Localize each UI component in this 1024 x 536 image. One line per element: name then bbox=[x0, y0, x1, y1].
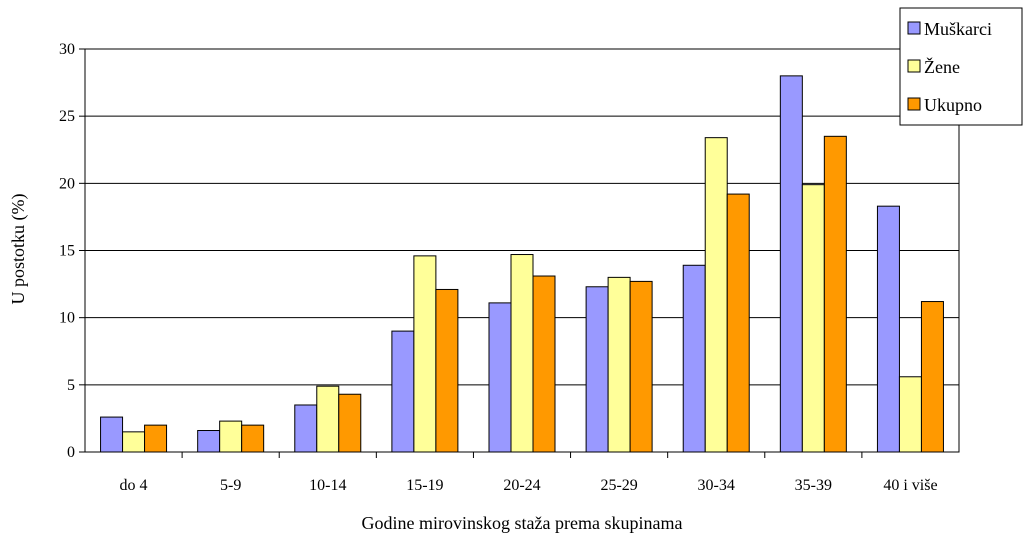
y-tick-label: 20 bbox=[59, 175, 75, 192]
y-tick-label: 10 bbox=[59, 310, 75, 327]
legend-label: Muškarci bbox=[924, 19, 992, 39]
legend-label: Žene bbox=[924, 56, 960, 77]
bar-ukupno-0 bbox=[144, 424, 168, 453]
bar-ukupno-8 bbox=[920, 301, 944, 453]
legend-label: Ukupno bbox=[924, 95, 982, 115]
bar-muskarci-0 bbox=[100, 416, 124, 453]
x-tick-labels: do 4 5-9 10-14 15-19 20-24 25-29 30-34 35-39 40 … bbox=[120, 452, 938, 494]
x-tick-label: 20-24 bbox=[503, 477, 540, 494]
bar-zene-3 bbox=[413, 255, 437, 453]
bar-muskarci-6 bbox=[682, 264, 706, 453]
y-axis-label: U postotku (%) bbox=[8, 194, 29, 305]
x-tick-label: 5-9 bbox=[220, 477, 241, 494]
bar-zene-5 bbox=[607, 276, 631, 453]
x-tick-label: 35-39 bbox=[795, 477, 832, 494]
legend-swatch bbox=[907, 21, 921, 35]
x-tick-label: 15-19 bbox=[406, 477, 443, 494]
bar-zene-6 bbox=[704, 137, 728, 453]
bar-ukupno-6 bbox=[726, 193, 750, 453]
bar-muskarci-3 bbox=[391, 330, 415, 453]
x-tick-label: 40 i više bbox=[883, 477, 937, 494]
y-tick-label: 0 bbox=[67, 444, 75, 461]
bar-ukupno-1 bbox=[241, 424, 265, 453]
x-axis-label: Godine mirovinskog staža prema skupinama bbox=[362, 513, 683, 533]
bar-muskarci-4 bbox=[488, 302, 512, 453]
bar-muskarci-5 bbox=[585, 286, 609, 453]
bars bbox=[100, 75, 944, 453]
bar-muskarci-1 bbox=[197, 430, 221, 453]
bar-muskarci-8 bbox=[876, 205, 900, 453]
x-tick-label: 25-29 bbox=[600, 477, 637, 494]
bar-muskarci-7 bbox=[779, 75, 803, 453]
legend: Muškarci Žene Ukupno bbox=[899, 7, 1023, 126]
bar-zene-7 bbox=[801, 184, 825, 453]
legend-swatch bbox=[907, 59, 921, 73]
bar-zene-8 bbox=[898, 376, 922, 453]
bar-ukupno-4 bbox=[532, 275, 556, 453]
y-tick-label: 5 bbox=[67, 377, 75, 394]
bar-ukupno-2 bbox=[338, 393, 362, 453]
bar-zene-2 bbox=[316, 385, 340, 453]
bar-zene-1 bbox=[219, 420, 243, 453]
bar-ukupno-5 bbox=[629, 280, 653, 453]
y-tick-label: 15 bbox=[59, 243, 75, 260]
bar-zene-4 bbox=[510, 254, 534, 453]
bar-zene-0 bbox=[122, 431, 146, 453]
y-tick-labels: 0 5 10 15 20 25 30 bbox=[59, 41, 85, 461]
bar-ukupno-3 bbox=[435, 288, 459, 453]
bar-ukupno-7 bbox=[823, 135, 847, 453]
y-tick-label: 25 bbox=[59, 108, 75, 125]
x-tick-label: 10-14 bbox=[309, 477, 346, 494]
x-tick-label: 30-34 bbox=[698, 477, 735, 494]
x-tick-label: do 4 bbox=[120, 477, 148, 494]
bar-muskarci-2 bbox=[294, 404, 318, 453]
legend-swatch bbox=[907, 97, 921, 111]
y-tick-label: 30 bbox=[59, 41, 75, 58]
